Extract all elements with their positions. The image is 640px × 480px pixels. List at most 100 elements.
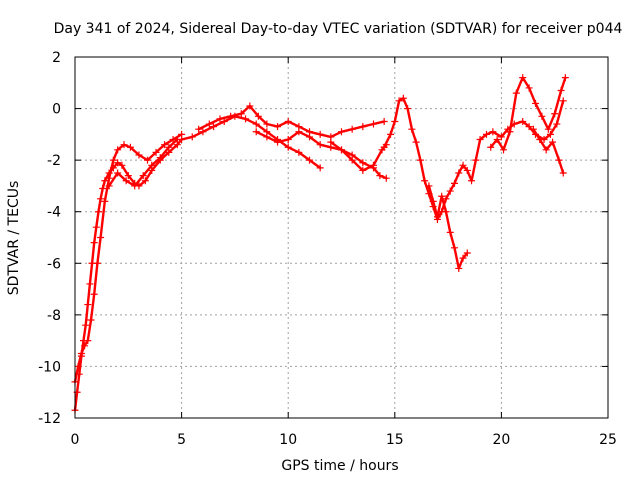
y-tick-label: -12 xyxy=(38,411,61,427)
series-track-g xyxy=(380,94,567,223)
data-point xyxy=(433,213,441,221)
grid-layer xyxy=(75,57,608,418)
data-point xyxy=(542,146,550,154)
data-point xyxy=(399,94,407,102)
data-point xyxy=(348,156,356,164)
data-point xyxy=(463,166,471,174)
data-point xyxy=(555,156,563,164)
x-tick-label: 25 xyxy=(599,432,617,448)
data-point xyxy=(536,136,544,144)
data-point xyxy=(173,136,181,144)
data-point xyxy=(549,138,557,146)
data-point xyxy=(327,138,335,146)
data-point xyxy=(551,110,559,118)
data-point xyxy=(450,244,458,252)
data-point xyxy=(544,125,552,133)
data-point xyxy=(156,154,164,162)
series-track-i xyxy=(487,74,569,154)
data-point xyxy=(446,187,454,195)
data-point xyxy=(77,350,85,358)
data-point xyxy=(216,115,224,123)
data-point xyxy=(148,161,156,169)
data-point xyxy=(316,164,324,172)
data-point xyxy=(395,97,403,105)
data-point xyxy=(369,120,377,128)
data-point xyxy=(359,166,367,174)
x-tick-label: 5 xyxy=(177,432,186,448)
series-trace xyxy=(427,184,469,270)
data-point xyxy=(532,99,540,107)
data-point xyxy=(472,156,480,164)
data-point xyxy=(404,105,412,113)
data-point xyxy=(122,177,130,185)
data-point xyxy=(93,259,101,267)
data-point xyxy=(152,148,160,156)
data-point xyxy=(316,130,324,138)
data-point xyxy=(561,74,569,82)
x-tick-label: 10 xyxy=(279,432,297,448)
data-point xyxy=(359,123,367,131)
data-point xyxy=(109,156,117,164)
y-axis-label: SDTVAR / TECUs xyxy=(6,181,22,296)
data-point xyxy=(118,161,126,169)
data-point xyxy=(487,143,495,151)
data-point xyxy=(387,130,395,138)
data-point xyxy=(295,128,303,136)
data-point xyxy=(306,156,314,164)
data-point xyxy=(101,177,109,185)
data-point xyxy=(274,123,282,131)
series-track-h xyxy=(425,182,471,272)
data-point xyxy=(429,197,437,205)
data-point xyxy=(316,141,324,149)
data-point xyxy=(553,120,561,128)
data-point xyxy=(506,128,514,136)
data-point xyxy=(87,316,95,324)
data-point xyxy=(529,125,537,133)
data-point xyxy=(525,123,533,131)
x-tick-label: 0 xyxy=(71,432,80,448)
data-point xyxy=(124,172,132,180)
data-point xyxy=(425,182,433,190)
data-point xyxy=(338,128,345,136)
data-point xyxy=(442,208,450,216)
data-point xyxy=(497,133,505,141)
data-point xyxy=(84,337,92,345)
data-point xyxy=(97,195,105,203)
data-point xyxy=(295,148,303,156)
series-track-j xyxy=(529,125,567,177)
data-point xyxy=(408,125,416,133)
data-point xyxy=(165,143,173,151)
data-point xyxy=(242,115,250,123)
data-point xyxy=(99,185,107,193)
data-point xyxy=(114,159,122,167)
x-axis-label: GPS time / hours xyxy=(281,458,398,474)
y-tick-label: 2 xyxy=(52,50,61,66)
data-point xyxy=(489,128,497,136)
data-point xyxy=(284,136,292,144)
data-point xyxy=(538,112,546,120)
y-tick-label: 0 xyxy=(52,102,61,118)
data-point xyxy=(74,362,82,370)
data-point xyxy=(455,264,463,272)
data-point xyxy=(376,172,384,180)
data-point xyxy=(114,169,122,177)
data-point xyxy=(463,249,471,257)
data-point xyxy=(274,138,282,146)
data-point xyxy=(455,169,463,177)
data-point xyxy=(178,130,186,138)
data-point xyxy=(412,138,420,146)
y-tick-label: -8 xyxy=(47,308,61,324)
data-point xyxy=(382,174,390,182)
data-point xyxy=(143,156,151,164)
data-point xyxy=(263,120,271,128)
data-point xyxy=(246,102,254,110)
data-point xyxy=(139,172,147,180)
data-point xyxy=(161,141,169,149)
y-tick-label: -2 xyxy=(47,153,61,169)
data-point xyxy=(105,174,113,182)
data-point xyxy=(220,117,228,125)
data-point xyxy=(512,89,520,97)
